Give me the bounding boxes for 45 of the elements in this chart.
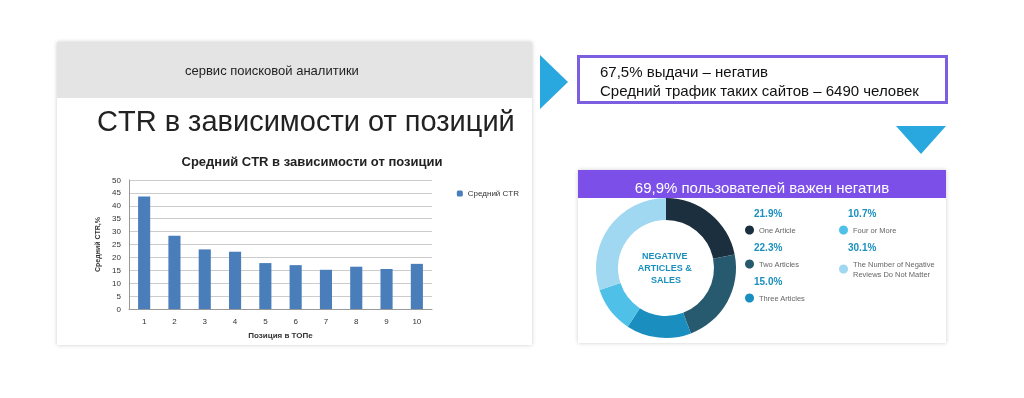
bar	[319, 269, 333, 309]
x-tick-label: 9	[384, 316, 390, 326]
y-tick-label: 30	[112, 227, 122, 237]
y-tick-label: 10	[112, 278, 122, 288]
bar	[380, 269, 393, 309]
y-tick-label: 40	[112, 201, 122, 211]
x-tick-label: 3	[202, 316, 208, 326]
x-tick-label: 5	[263, 316, 269, 326]
y-tick-label: 25	[112, 240, 122, 249]
y-tick-label: 20	[112, 252, 122, 262]
y-tick-label: 5	[116, 291, 122, 301]
bar	[350, 266, 363, 309]
x-tick-label: 10	[412, 316, 422, 326]
x-tick-label: 6	[293, 316, 299, 326]
x-tick-label: 4	[232, 316, 238, 326]
bar	[228, 251, 242, 309]
x-tick-label: 2	[172, 316, 178, 326]
x-axis-title: Позиция в ТОПе	[248, 330, 314, 340]
bar	[259, 263, 272, 309]
data-label: 22.3%	[754, 241, 783, 253]
y-tick-label: 50	[112, 175, 122, 185]
bar	[168, 235, 181, 309]
text: NEGATIVE ARTICLES & SALES	[637, 251, 695, 285]
y-tick-label: 45	[112, 188, 122, 198]
text: Средний трафик таких сайтов – 6490 человек	[600, 81, 920, 100]
bar	[138, 196, 151, 309]
x-tick-label: 7	[323, 316, 329, 326]
text: 67,5% выдачи – негатив	[600, 62, 770, 81]
chart-title: Средний CTR в зависимости от позиции	[181, 154, 443, 169]
x-tick-label: 1	[141, 316, 147, 326]
data-label: 15.0%	[754, 275, 783, 287]
data-label: 30.1%	[848, 241, 877, 253]
bar	[198, 249, 211, 309]
chart-title: 69,9% пользователей важен негатив	[634, 179, 890, 196]
y-tick-label: 35	[112, 214, 122, 224]
bar	[410, 263, 423, 309]
x-tick-label: 8	[354, 316, 360, 326]
data-label: 10.7%	[848, 207, 877, 219]
text: сервис поисковой аналитики	[185, 63, 359, 78]
y-tick-label: 0	[116, 304, 122, 314]
text: CTR в зависимости от позиций	[97, 104, 515, 137]
y-tick-label: 15	[112, 265, 122, 275]
data-label: 21.9%	[754, 207, 783, 219]
bar	[289, 265, 302, 309]
legend-label: Средний CTR	[467, 189, 520, 198]
